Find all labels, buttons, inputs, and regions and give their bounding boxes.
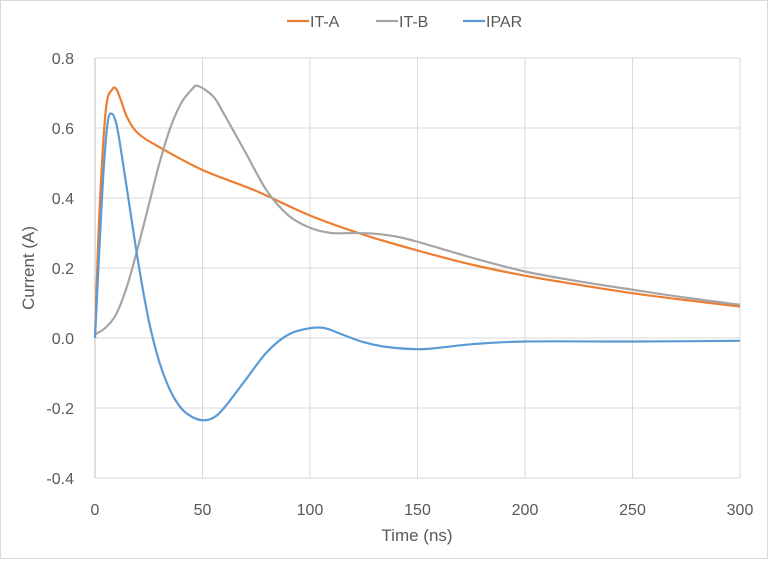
y-tick-label: -0.4 xyxy=(46,471,74,488)
x-axis-label: Time (ns) xyxy=(381,526,452,545)
x-tick-label: 100 xyxy=(297,502,324,519)
legend-label-it-a: IT-A xyxy=(310,14,340,31)
y-tick-label: 0.8 xyxy=(52,51,74,68)
x-tick-label: 0 xyxy=(91,502,100,519)
x-tick-label: 300 xyxy=(727,502,754,519)
x-tick-label: 150 xyxy=(404,502,431,519)
y-axis-label: Current (A) xyxy=(19,226,38,310)
gridlines xyxy=(94,57,741,479)
y-tick-label: 0.0 xyxy=(52,331,74,348)
x-tick-label: 50 xyxy=(194,502,212,519)
y-tick-label: 0.2 xyxy=(52,261,74,278)
y-tick-label: 0.4 xyxy=(52,191,74,208)
y-tick-label: 0.6 xyxy=(52,121,74,138)
series-line-it-a xyxy=(93,86,741,339)
x-tick-label: 200 xyxy=(512,502,539,519)
x-tick-label: 250 xyxy=(619,502,646,519)
tick-labels: -0.4 -0.2 0.0 0.2 0.4 0.6 0.8 0 50 100 150 200 250 30… xyxy=(46,51,753,519)
legend: IT-A IT-B IPAR xyxy=(287,14,522,31)
legend-label-it-b: IT-B xyxy=(399,14,428,31)
y-tick-label: -0.2 xyxy=(46,401,74,418)
legend-label-ipar: IPAR xyxy=(486,14,522,31)
series-line-it-b xyxy=(94,84,741,336)
series-line-ipar xyxy=(93,112,741,422)
series-lines xyxy=(93,84,741,422)
